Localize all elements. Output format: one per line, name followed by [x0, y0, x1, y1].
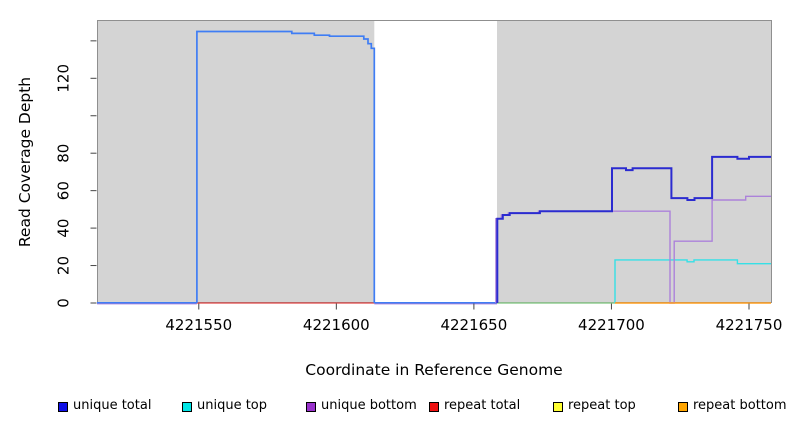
y-tick-label: 40 [55, 219, 73, 238]
x-axis-title: Coordinate in Reference Genome [305, 361, 562, 379]
y-tick-label: 120 [55, 64, 73, 93]
x-tick-label: 4221650 [440, 316, 507, 334]
legend-swatch-icon [58, 402, 68, 412]
masked-region-band [374, 21, 497, 303]
legend-swatch-icon [678, 402, 688, 412]
legend-swatch-icon [553, 402, 563, 412]
y-tick-label: 80 [55, 144, 73, 163]
x-tick-label: 4221750 [716, 316, 783, 334]
series-unique-top [614, 259, 771, 303]
chart-legend: unique total unique top unique bottom repea… [0, 396, 792, 430]
y-tick-label: 20 [55, 256, 73, 275]
x-tick-label: 4221700 [578, 316, 645, 334]
series-unique-total-right [496, 155, 771, 303]
legend-label: repeat bottom [693, 398, 787, 413]
legend-label: repeat top [568, 398, 636, 413]
legend-swatch-icon [306, 402, 316, 412]
y-tick-label: 0 [55, 298, 73, 308]
legend-label: unique bottom [321, 398, 417, 413]
coverage-chart-svg: 4221550 4221600 4221650 4221700 4221750 0 20 40… [16, 20, 783, 379]
legend-swatch-icon [182, 402, 192, 412]
legend-swatch-icon [429, 402, 439, 412]
legend-label: unique total [73, 398, 152, 413]
y-axis-title: Read Coverage Depth [16, 77, 34, 247]
series-unique-bottom [495, 195, 771, 304]
x-tick-label: 4221600 [303, 316, 370, 334]
y-tick-label: 60 [55, 181, 73, 200]
series-unique-total-left [196, 30, 376, 303]
x-tick-label: 4221550 [165, 316, 232, 334]
legend-label: unique top [197, 398, 268, 413]
legend-label: repeat total [444, 398, 521, 413]
coverage-chart: 4221550 4221600 4221650 4221700 4221750 0 20 40… [16, 20, 783, 379]
